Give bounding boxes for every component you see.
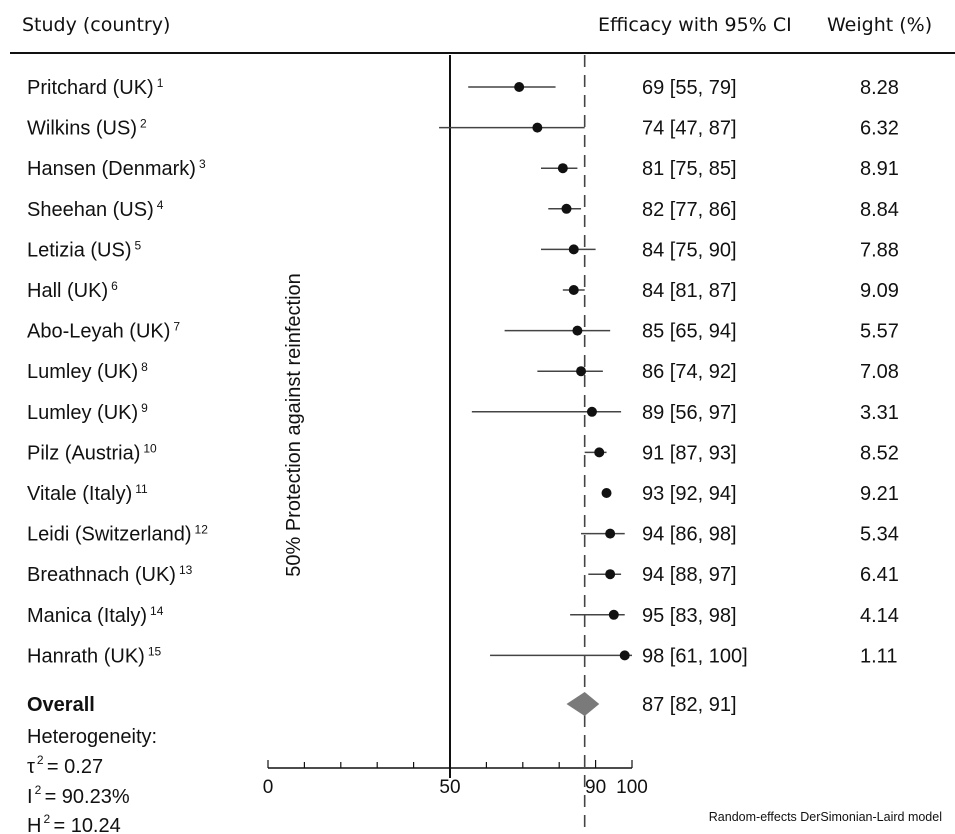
study-label: Hanrath (UK) [27,645,145,667]
study-ref: 8 [141,360,148,374]
study-ref: 5 [134,238,141,252]
weight-value: 9.21 [860,483,899,505]
x-tick-label: 0 [263,777,274,798]
tau2-value: = 0.27 [47,756,103,778]
overall-diamond [566,692,600,716]
study-ref: 2 [140,117,147,131]
study-ref: 4 [157,198,164,212]
point-estimate [514,82,525,92]
efficacy-ci: 74 [47, 87] [642,118,737,140]
efficacy-ci: 81 [75, 85] [642,158,737,180]
study-label: Hansen (Denmark) [27,158,196,180]
study-ref: 14 [150,604,164,618]
study-ref: 6 [111,279,118,293]
efficacy-ci: 93 [92, 94] [642,483,737,505]
weight-value: 6.41 [860,564,899,586]
study-label: Pilz (Austria) [27,442,140,464]
efficacy-ci: 94 [86, 98] [642,524,737,546]
header-weight: Weight (%) [827,14,933,36]
study-label: Wilkins (US) [27,118,137,140]
weight-value: 5.57 [860,321,899,343]
tau2-symbol: τ [27,756,35,778]
h2-value: = 10.24 [53,815,120,834]
study-ref: 13 [179,563,193,577]
header-efficacy: Efficacy with 95% CI [598,14,792,36]
point-estimate [561,203,572,214]
study-ref: 11 [135,482,148,496]
study-label: Letizia (US) [27,239,131,261]
study-ref: 15 [148,644,162,658]
efficacy-ci: 95 [83, 98] [642,605,737,627]
study-ref: 10 [143,441,157,455]
h2-exponent: 2 [43,812,50,826]
study-ref: 9 [141,401,148,415]
efficacy-ci: 86 [74, 92] [642,361,737,383]
model-note: Random-effects DerSimonian-Laird model [709,810,942,824]
header-study: Study (country) [22,14,171,36]
i2-symbol: I [27,786,33,808]
study-label: Manica (Italy) [27,605,147,627]
efficacy-ci: 85 [65, 94] [642,321,737,343]
study-label: Lumley (UK) [27,361,138,383]
study-ref: 3 [199,157,206,171]
x-tick-label: 90 [585,777,606,798]
study-label: Abo-Leyah (UK) [27,321,170,343]
y-axis-label: 50% Protection against reinfection [283,273,305,577]
efficacy-ci: 94 [88, 97] [642,564,737,586]
efficacy-ci: 91 [87, 93] [642,442,737,464]
study-label: Pritchard (UK) [27,77,154,99]
weight-value: 6.32 [860,118,899,140]
weight-value: 7.08 [860,361,899,383]
point-estimate [568,244,579,255]
i2-value: = 90.23% [45,786,130,808]
study-ref: 12 [195,523,209,537]
x-tick-label: 50 [439,777,460,798]
weight-value: 7.88 [860,239,899,261]
efficacy-ci: 98 [61, 100] [642,645,748,667]
x-tick-label: 100 [616,777,648,798]
study-ref: 1 [157,76,164,90]
study-label: Hall (UK) [27,280,108,302]
study-label: Vitale (Italy) [27,483,132,505]
weight-value: 8.84 [860,199,899,221]
point-estimate [594,447,605,458]
point-estimate [608,609,619,620]
i2-exponent: 2 [35,783,42,797]
point-estimate [557,163,568,174]
point-estimate [601,488,612,498]
point-estimate [605,569,616,580]
efficacy-ci: 89 [56, 97] [642,402,737,424]
study-label: Lumley (UK) [27,402,138,424]
overall-ci: 87 [82, 91] [642,694,737,716]
h2-symbol: H [27,815,41,834]
point-estimate [605,528,616,539]
overall-label: Overall [27,694,95,716]
weight-value: 8.91 [860,158,899,180]
efficacy-ci: 82 [77, 86] [642,199,737,221]
efficacy-ci: 84 [81, 87] [642,280,737,302]
point-estimate [586,406,597,417]
point-estimate [568,285,579,295]
header-divider [10,52,955,54]
efficacy-ci: 84 [75, 90] [642,239,737,261]
weight-value: 8.52 [860,442,899,464]
weight-value: 3.31 [860,402,899,424]
point-estimate [576,366,587,377]
point-estimate [619,650,630,661]
point-estimate [572,325,583,336]
efficacy-ci: 69 [55, 79] [642,77,737,99]
study-label: Sheehan (US) [27,199,154,221]
tau2-exponent: 2 [37,753,44,767]
weight-value: 1.11 [860,645,897,667]
point-estimate [532,122,543,133]
study-ref: 7 [173,320,180,334]
heterogeneity-label: Heterogeneity: [27,726,157,748]
weight-value: 8.28 [860,77,899,99]
weight-value: 9.09 [860,280,899,302]
weight-value: 4.14 [860,605,899,627]
study-label: Leidi (Switzerland) [27,524,192,546]
weight-value: 5.34 [860,524,899,546]
study-label: Breathnach (UK) [27,564,176,586]
